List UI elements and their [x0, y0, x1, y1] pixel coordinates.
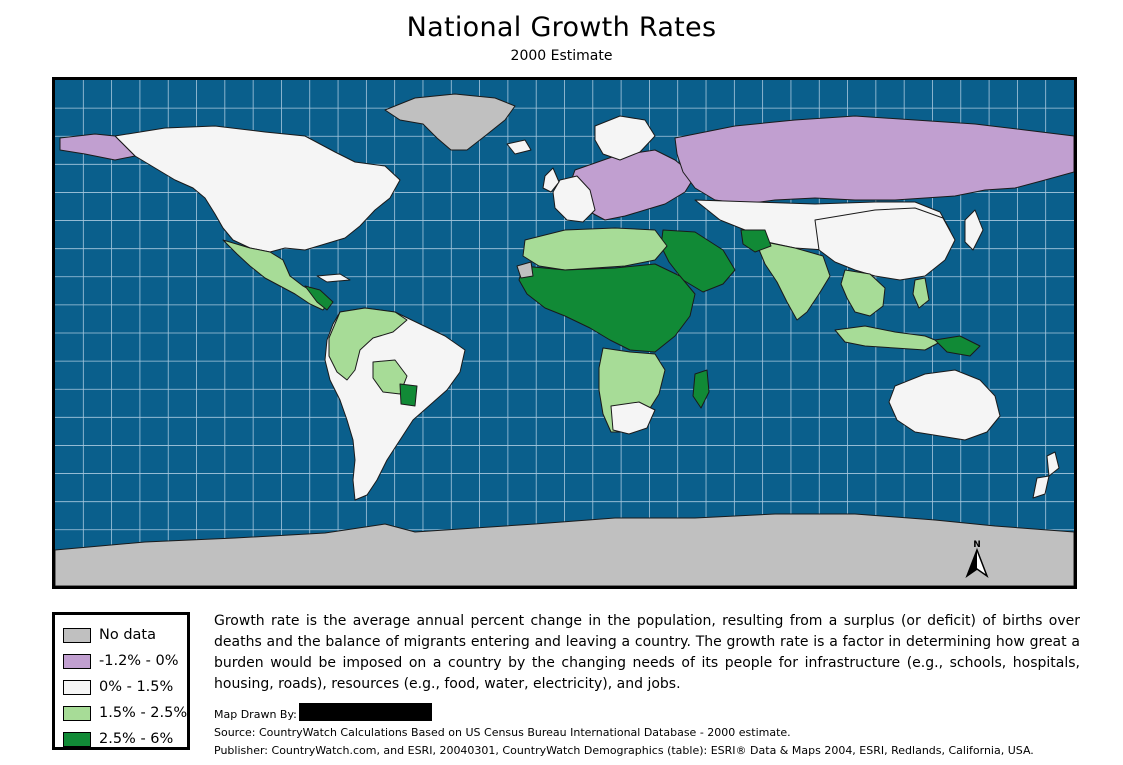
legend-label: 2.5% - 6% [99, 731, 174, 747]
drawn-by-label: Map Drawn By: [214, 708, 297, 721]
land-new-zealand-south [1032, 475, 1050, 499]
land-north-africa [522, 227, 668, 271]
land-new-guinea [934, 335, 981, 357]
land-philippines [912, 277, 930, 309]
world-map [52, 77, 1077, 589]
land-china [814, 207, 956, 281]
land-south-asia [754, 239, 831, 321]
land-madagascar [692, 369, 710, 409]
land-scandinavia [594, 115, 656, 161]
publisher-line: Publisher: CountryWatch.com, and ESRI, 2… [214, 744, 1034, 757]
legend-swatch [63, 653, 91, 669]
source-line: Source: CountryWatch Calculations Based … [214, 726, 791, 739]
legend-item: 1.5% - 2.5% [63, 700, 187, 726]
land-africa-central [518, 263, 696, 353]
legend-item: -1.2% - 0% [63, 648, 187, 674]
legend-swatch [63, 627, 91, 643]
legend-label: -1.2% - 0% [99, 653, 179, 669]
legend-label: 0% - 1.5% [99, 679, 174, 695]
land-southeast-asia [840, 269, 886, 317]
legend-swatch [63, 679, 91, 695]
legend-swatch [63, 731, 91, 747]
redacted-name [298, 703, 432, 721]
legend-label: 1.5% - 2.5% [99, 705, 188, 721]
description-text: Growth rate is the average annual percen… [214, 613, 1080, 692]
land-south-america [324, 307, 466, 501]
land-western-sahara [516, 261, 534, 279]
land-cuba [316, 273, 351, 283]
north-arrow-icon: N [965, 540, 989, 579]
land-western-europe [552, 175, 596, 223]
credits: Map Drawn By: Source: CountryWatch Calcu… [214, 703, 1094, 760]
north-label: N [973, 540, 981, 550]
land-uk [542, 167, 560, 193]
land-indonesia [834, 325, 941, 351]
land-alaska [59, 133, 136, 161]
land-greenland [384, 93, 516, 151]
land-antarctica [55, 513, 1074, 586]
map-subtitle: 2000 Estimate [510, 48, 613, 64]
land-iceland [506, 139, 532, 155]
legend-item: 2.5% - 6% [63, 726, 187, 752]
land-north-america [114, 125, 401, 253]
land-japan [964, 209, 984, 251]
drawn-by-line: Map Drawn By: [214, 703, 1094, 724]
land-arabia [660, 229, 736, 293]
world-map-svg [55, 80, 1074, 586]
legend-item: No data [63, 622, 187, 648]
land-afghanistan [740, 229, 772, 253]
land-andes-north [328, 307, 408, 381]
land-paraguay [399, 383, 418, 407]
legend: No data -1.2% - 0% 0% - 1.5% 1.5% - 2.5%… [52, 612, 190, 750]
land-russia [674, 115, 1074, 205]
map-title: National Growth Rates [406, 12, 717, 43]
land-south-africa [610, 401, 656, 435]
land-australia [888, 369, 1001, 441]
legend-item: 0% - 1.5% [63, 674, 187, 700]
land-new-zealand [1046, 451, 1060, 477]
legend-swatch [63, 705, 91, 721]
land-central-america [304, 285, 334, 311]
legend-label: No data [99, 627, 156, 643]
